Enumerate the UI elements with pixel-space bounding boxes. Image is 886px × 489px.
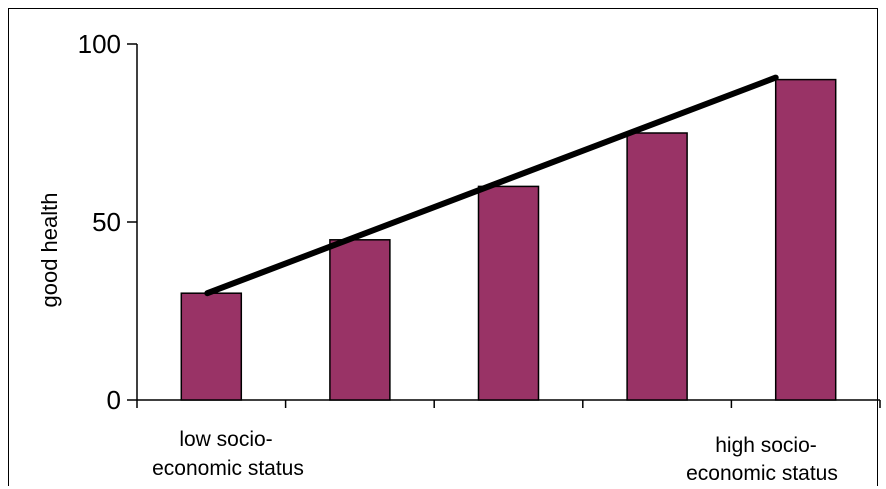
bar <box>774 78 837 401</box>
y-tick-label: 100 <box>78 29 121 59</box>
bar <box>329 239 391 401</box>
low-status-label: low socio- <box>179 428 272 451</box>
y-tick-label: 50 <box>92 207 121 237</box>
low-status-label-2: economic status <box>152 457 304 480</box>
y-tick-label: 0 <box>107 385 121 415</box>
high-status-label-line1: high socio- <box>715 434 817 457</box>
low-status-label-line2: economic status <box>152 457 304 480</box>
bar <box>180 292 243 401</box>
high-status-label-2: economic status <box>686 462 838 485</box>
bar <box>477 185 540 401</box>
trendline-path <box>204 74 779 297</box>
bars <box>180 78 837 401</box>
high-status-label-line2: economic status <box>686 462 838 485</box>
trendline <box>204 74 779 297</box>
chart-frame <box>8 8 878 486</box>
bar <box>626 132 688 401</box>
low-status-label-line1: low socio- <box>179 428 272 451</box>
high-status-label: high socio- <box>715 434 817 457</box>
y-axis-title: good health <box>37 193 62 308</box>
